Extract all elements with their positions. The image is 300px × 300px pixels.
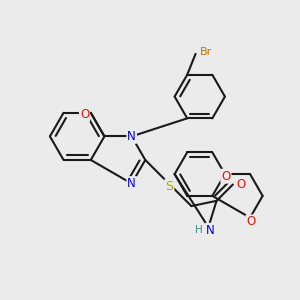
Text: N: N [127, 130, 136, 143]
Text: N: N [206, 224, 214, 237]
Text: H: H [195, 225, 203, 235]
Text: S: S [165, 180, 173, 193]
Text: O: O [221, 170, 231, 183]
Text: O: O [237, 178, 246, 191]
Text: O: O [80, 108, 89, 121]
Text: N: N [127, 177, 136, 190]
Text: Br: Br [200, 47, 212, 57]
Text: O: O [247, 215, 256, 228]
